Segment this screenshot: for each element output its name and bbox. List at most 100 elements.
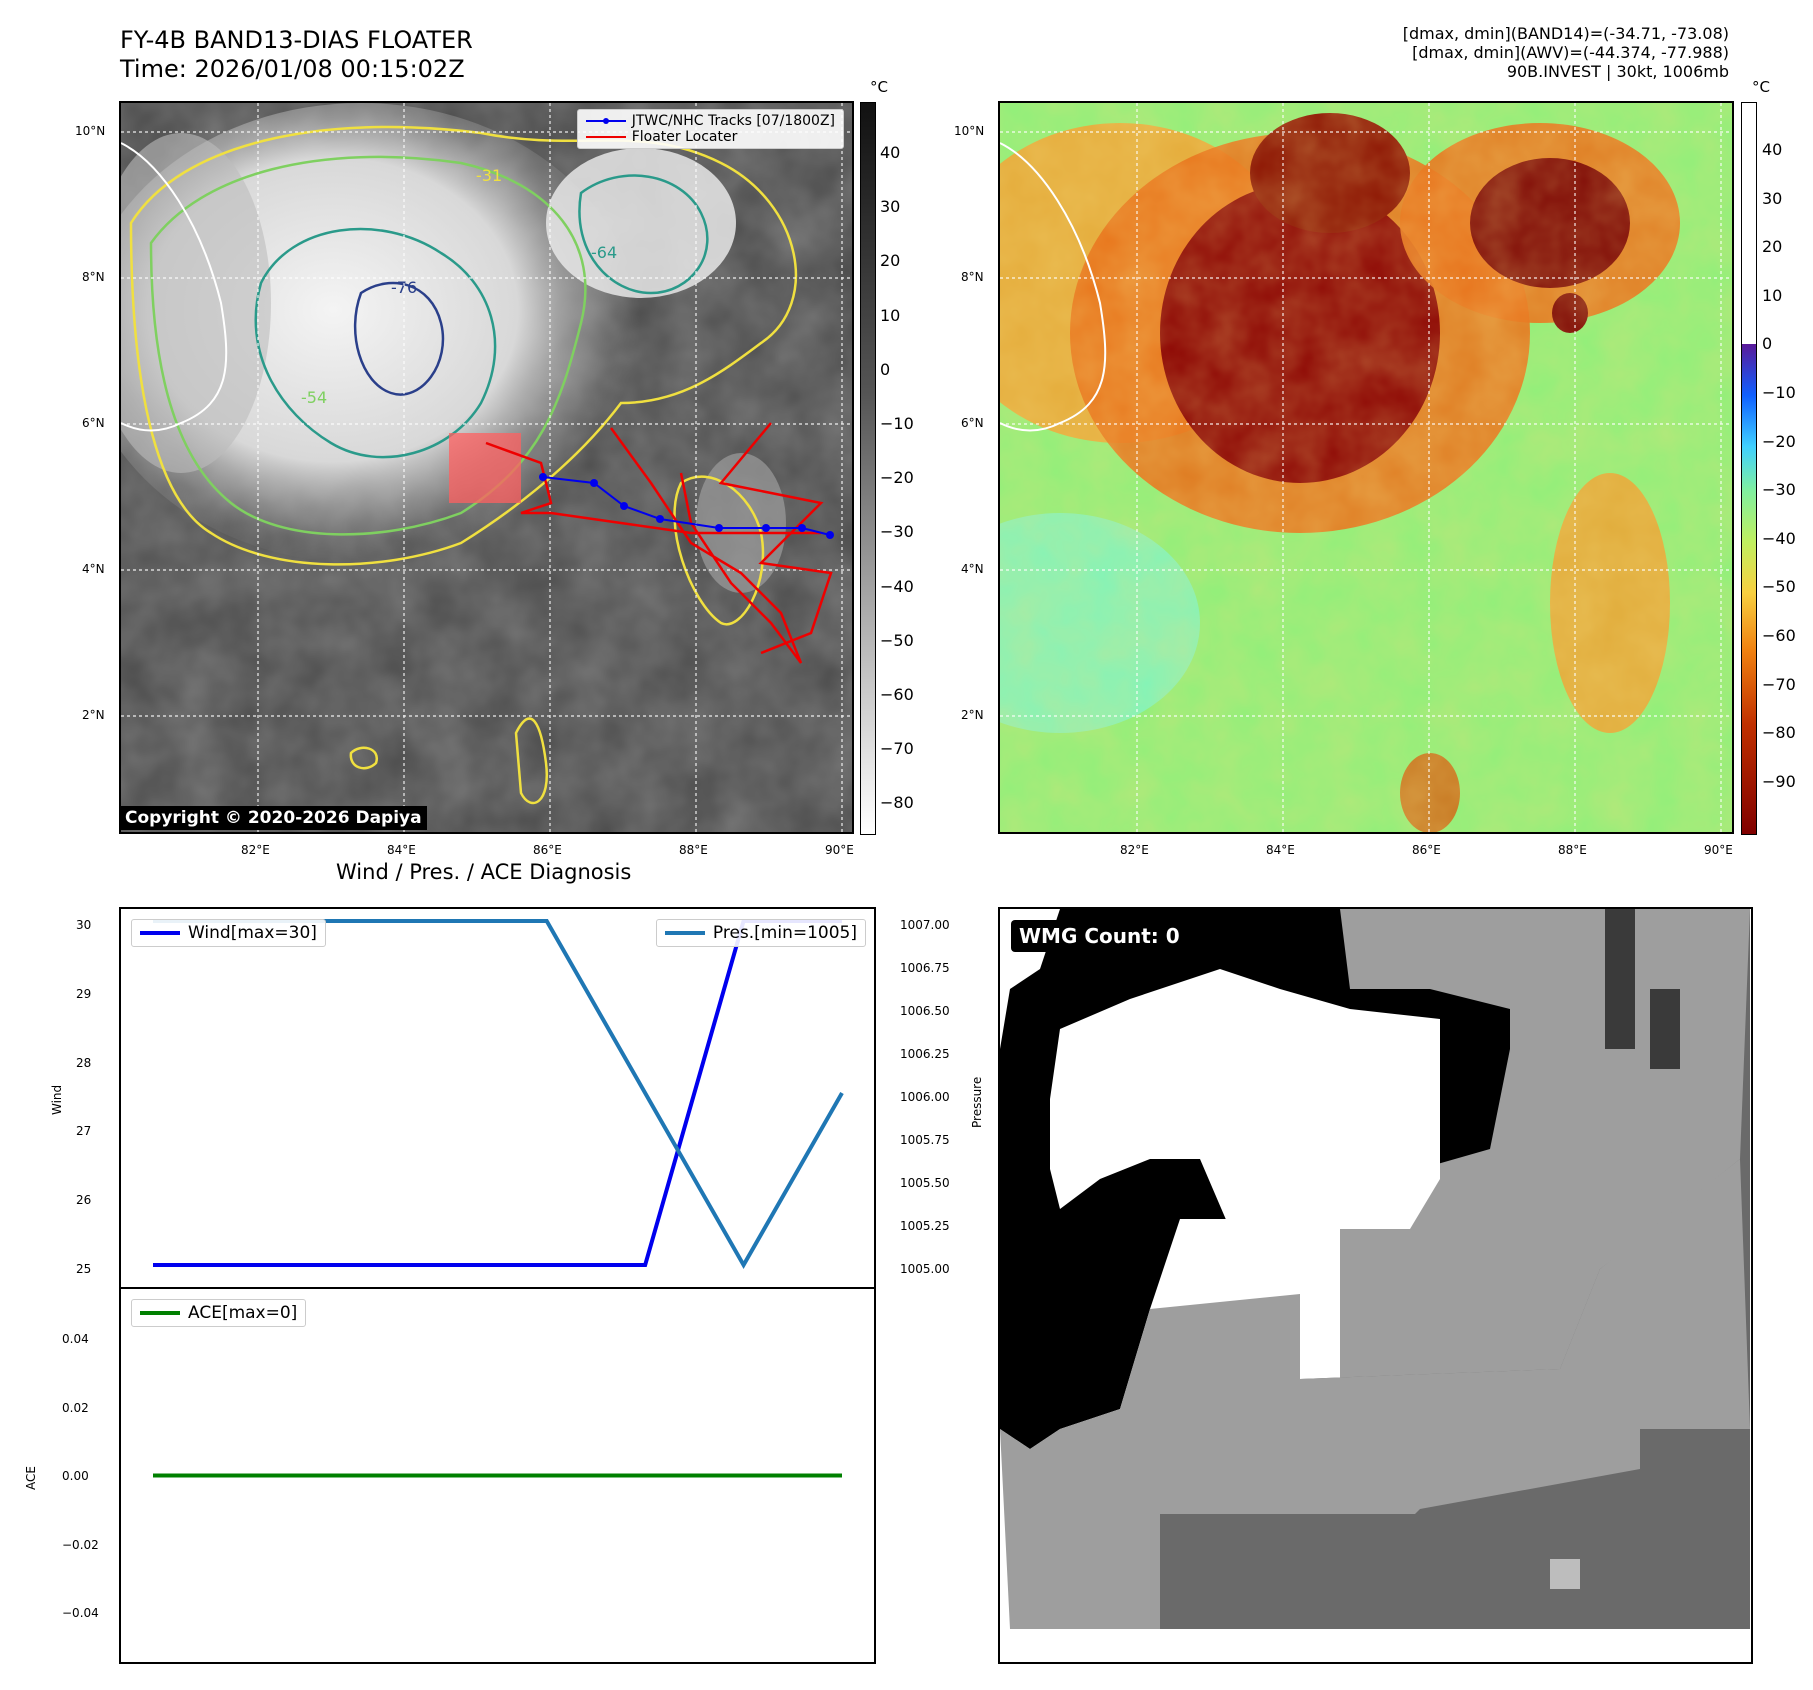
contour-64 <box>254 227 497 459</box>
copyright-badge: Copyright © 2020-2026 Dapiya <box>120 806 427 830</box>
pressure-tick-1: 1006.75 <box>900 961 950 975</box>
awv-map <box>1000 103 1732 832</box>
colorbar2 <box>1741 102 1757 835</box>
lon-label-90e: 90°E <box>825 843 854 857</box>
legend-locator-label: Floater Locater <box>631 129 738 145</box>
contour-label-64: -64 <box>591 243 617 262</box>
pressure-tick-8: 1005.00 <box>900 1262 950 1276</box>
lon-label-86e: 86°E <box>533 843 562 857</box>
pressure-tick-0: 1007.00 <box>900 918 950 932</box>
colorbar1-tick-4: 0 <box>880 359 891 379</box>
jtwc-track <box>542 476 831 536</box>
pressure-tick-7: 1005.25 <box>900 1219 950 1233</box>
colorbar1-tick-7: −30 <box>880 522 914 542</box>
wmg-panel <box>998 907 1753 1664</box>
series-line-wind <box>153 919 842 1267</box>
contour-label-54: -54 <box>301 388 327 407</box>
awv-lat-label-8n: 8°N <box>961 270 984 284</box>
awv-lon-label-84e: 84°E <box>1266 843 1295 857</box>
awv-lon-label-90e: 90°E <box>1704 843 1733 857</box>
title-time: Time: 2026/01/08 00:15:02Z <box>120 55 465 83</box>
colorbar2-tick-5: −10 <box>1762 383 1796 402</box>
pressure-legend-swatch <box>664 931 705 935</box>
lat-label-8n: 8°N <box>82 270 105 284</box>
pressure-legend-label: Pres.[min=1005] <box>712 923 857 943</box>
diagnosis-title: Wind / Pres. / ACE Diagnosis <box>336 860 632 884</box>
awv-lon-label-86e: 86°E <box>1412 843 1441 857</box>
ir-map: -31 -54 -64 -76 <box>121 103 852 832</box>
pressure-tick-4: 1006.00 <box>900 1090 950 1104</box>
main-title: FY-4B BAND13-DIAS FLOATER Time: 2026/01/… <box>120 26 473 84</box>
colorbar1-tick-2: 20 <box>880 251 901 271</box>
ace-tick-3: −0.02 <box>62 1537 99 1552</box>
wind-tick-2: 28 <box>76 1055 92 1070</box>
lon-label-88e: 88°E <box>679 843 708 857</box>
pressure-axis-label: Pressure <box>970 1076 984 1128</box>
contour-label-31: -31 <box>476 166 502 185</box>
colorbar2-tick-9: −50 <box>1762 577 1796 597</box>
ace-panel: ACE[max=0] <box>119 1287 876 1664</box>
wind-tick-3: 27 <box>76 1124 92 1139</box>
wind-legend-swatch <box>140 931 180 935</box>
colorbar2-tick-4: 0 <box>1762 334 1773 354</box>
contour-31 <box>129 125 798 566</box>
floater-locator-box <box>449 433 521 503</box>
pressure-legend: Pres.[min=1005] <box>655 919 866 947</box>
wind-tick-1: 29 <box>76 986 92 1001</box>
legend-track-label: JTWC/NHC Tracks [07/1800Z] <box>631 113 835 129</box>
lon-label-84e: 84°E <box>387 843 416 857</box>
wmg-map <box>1000 909 1750 1629</box>
wind-tick-5: 25 <box>76 1262 92 1276</box>
ace-axis-label: ACE <box>24 1466 38 1490</box>
colorbar1-tick-9: −50 <box>880 630 914 650</box>
colorbar1 <box>860 102 876 835</box>
wind-axis-label: Wind <box>50 1084 64 1115</box>
lat-label-2n: 2°N <box>82 708 105 722</box>
awv-lat-label-10n: 10°N <box>954 124 985 138</box>
colorbar1-tick-12: −80 <box>880 793 914 813</box>
ace-legend: ACE[max=0] <box>131 1299 307 1327</box>
ir-gridlines <box>121 103 852 832</box>
colorbar1-tick-0: 40 <box>880 143 901 162</box>
awv-lat-label-6n: 6°N <box>961 416 984 430</box>
ace-tick-4: −0.04 <box>62 1606 99 1621</box>
lat-label-4n: 4°N <box>82 562 105 576</box>
colorbar2-tick-12: −80 <box>1762 723 1796 743</box>
wind-pressure-panel: Wind[max=30] Pres.[min=1005] <box>119 907 876 1289</box>
ace-tick-0: 0.04 <box>62 1332 89 1346</box>
info-storm: 90B.INVEST | 30kt, 1006mb <box>1506 62 1729 81</box>
coastline <box>121 142 228 432</box>
ace-legend-swatch <box>140 1311 180 1315</box>
info-band14: [dmax, dmin](BAND14)=(-34.71, -73.08) <box>1402 24 1729 43</box>
info-awv: [dmax, dmin](AWV)=(-44.374, -77.988) <box>1412 43 1729 62</box>
colorbar1-unit: °C <box>870 78 888 96</box>
colorbar2-tick-8: −40 <box>1762 528 1796 548</box>
colorbar1-tick-11: −70 <box>880 739 914 759</box>
colorbar2-tick-1: 30 <box>1762 188 1783 208</box>
wmg-white-region <box>1050 969 1440 1229</box>
contour-54 <box>149 155 587 536</box>
colorbar1-tick-6: −20 <box>880 468 914 488</box>
colorbar1-tick-10: −60 <box>880 685 914 704</box>
awv-lat-label-4n: 4°N <box>961 562 984 576</box>
awv-lat-label-2n: 2°N <box>961 708 984 722</box>
ir-map-panel: -31 -54 -64 -76 <box>119 101 854 834</box>
colorbar1-tick-5: −10 <box>880 414 914 433</box>
lon-label-82e: 82°E <box>241 843 270 857</box>
ace-tick-1: 0.02 <box>62 1400 89 1415</box>
awv-gridlines <box>1000 103 1732 832</box>
pressure-tick-3: 1006.25 <box>900 1047 950 1061</box>
lat-label-6n: 6°N <box>82 416 105 430</box>
colorbar2-tick-13: −90 <box>1762 771 1796 791</box>
colorbar2-tick-0: 40 <box>1762 140 1783 159</box>
colorbar2-tick-7: −30 <box>1762 480 1796 500</box>
map-legend: JTWC/NHC Tracks [07/1800Z] Floater Locat… <box>576 109 844 149</box>
colorbar2-tick-6: −20 <box>1762 431 1796 451</box>
pressure-tick-6: 1005.50 <box>900 1176 950 1190</box>
colorbar2-unit: °C <box>1752 78 1770 96</box>
title-product: FY-4B BAND13-DIAS FLOATER <box>120 26 473 54</box>
wmg-count-badge: WMG Count: 0 <box>1011 920 1188 952</box>
wind-legend-label: Wind[max=30] <box>188 923 317 943</box>
lat-label-10n: 10°N <box>75 124 106 138</box>
wind-tick-4: 26 <box>76 1193 92 1208</box>
